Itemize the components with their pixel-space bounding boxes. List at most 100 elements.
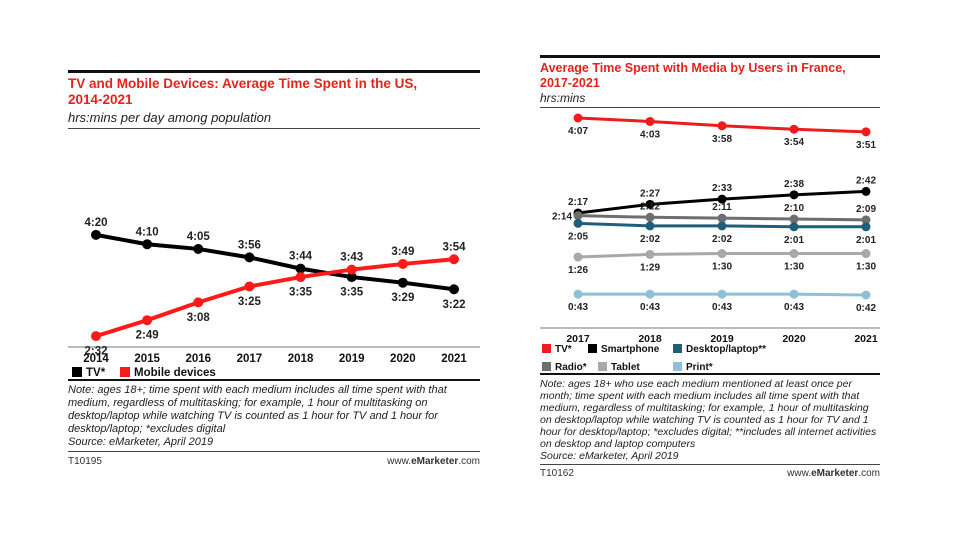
legend-swatch: [673, 344, 682, 353]
x-tick-label: 2014: [83, 353, 109, 365]
data-label: 3:35: [289, 287, 313, 299]
series-line-tv: [95, 232, 455, 292]
x-tick-label: 2019: [710, 333, 734, 345]
data-point: [193, 243, 204, 254]
data-point: [295, 272, 306, 283]
data-label: 2:27: [640, 188, 660, 199]
us-line-chart: 2014 2015 2016 2017 2018 2019 2020 2021 4:20 4:10…: [68, 217, 480, 379]
data-label: 2:01: [856, 235, 876, 246]
data-label: 3:49: [391, 246, 414, 258]
title-line-1: TV and Mobile Devices: Average Time Spen…: [68, 76, 418, 91]
data-point: [645, 249, 655, 259]
x-tick-label: 2020: [390, 353, 416, 365]
divider: [540, 464, 880, 465]
divider: [68, 379, 480, 381]
data-point: [645, 212, 655, 222]
top-bar: [540, 55, 880, 58]
data-label: 2:38: [784, 179, 804, 190]
legend-label: Mobile devices: [134, 367, 216, 379]
data-label: 2:42: [856, 175, 876, 186]
data-point: [717, 121, 727, 131]
x-tick-label: 2018: [288, 353, 314, 365]
data-point: [397, 258, 408, 269]
x-tick-label: 2015: [134, 353, 160, 365]
data-label: 0:42: [856, 303, 876, 314]
data-label: 3:43: [340, 252, 363, 264]
data-label: 1:29: [640, 262, 660, 273]
data-point: [397, 277, 408, 288]
chart-title: Average Time Spent with Media by Users i…: [540, 61, 880, 91]
data-point: [789, 124, 799, 134]
brand-suffix: .com: [458, 456, 480, 467]
title-line-2: 2017-2021: [540, 76, 600, 90]
data-point: [645, 289, 655, 299]
data-point: [91, 229, 101, 240]
title-line-2: 2014-2021: [68, 92, 133, 107]
data-point: [449, 284, 459, 295]
legend-swatch: [588, 344, 597, 353]
legend-swatch: [542, 362, 551, 371]
chart-footer: T10162 www.eMarketer.com: [540, 468, 880, 479]
data-label: 0:43: [568, 302, 588, 313]
data-point: [346, 272, 357, 283]
data-point: [789, 214, 799, 224]
data-point: [717, 194, 727, 204]
data-point: [295, 263, 306, 274]
x-tick-label: 2018: [638, 333, 662, 345]
data-point: [91, 331, 101, 342]
legend-label: Smartphone: [601, 344, 660, 355]
data-point: [244, 252, 255, 263]
x-tick-label: 2016: [185, 353, 211, 365]
data-label: 4:10: [136, 226, 159, 238]
data-label: 2:05: [568, 231, 588, 242]
data-point: [861, 249, 871, 259]
data-label: 2:33: [712, 183, 732, 194]
chart-subtitle: hrs:mins: [540, 91, 586, 105]
data-point: [717, 221, 727, 231]
brand-prefix: www.: [787, 468, 812, 479]
brand-name: eMarketer: [811, 468, 859, 479]
data-point: [861, 186, 871, 196]
data-point: [142, 315, 153, 326]
data-label: 3:54: [784, 137, 804, 148]
brand-prefix: www.: [387, 456, 412, 467]
data-point: [717, 213, 727, 223]
chart-footer: T10195 www.eMarketer.com: [68, 456, 480, 467]
legend-label: Radio*: [555, 362, 587, 373]
data-label: 2:14: [552, 212, 572, 223]
x-tick-label: 2017: [566, 333, 590, 345]
chart-code: T10162: [540, 468, 574, 479]
data-label: 0:43: [640, 302, 660, 313]
data-point: [861, 290, 871, 300]
brand-link[interactable]: www.eMarketer.com: [787, 468, 880, 479]
legend-label: TV*: [86, 367, 106, 379]
legend-swatch: [120, 367, 130, 377]
title-line-1: Average Time Spent with Media by Users i…: [540, 61, 846, 75]
data-point: [789, 289, 799, 299]
brand-suffix: .com: [858, 468, 880, 479]
data-point: [717, 249, 727, 259]
data-label: 2:49: [136, 330, 159, 342]
data-label: 4:03: [640, 129, 660, 140]
data-label: 3:54: [442, 241, 466, 253]
data-label: 2:32: [84, 346, 107, 358]
brand-link[interactable]: www.eMarketer.com: [387, 456, 480, 467]
data-label: 3:44: [289, 251, 313, 263]
data-label: 2:12: [640, 201, 660, 212]
legend-label: Desktop/laptop**: [686, 344, 766, 355]
chart-title: TV and Mobile Devices: Average Time Spen…: [68, 76, 480, 108]
data-label: 3:08: [187, 312, 211, 324]
data-point: [573, 289, 583, 299]
brand-name: eMarketer: [411, 456, 459, 467]
divider: [540, 107, 880, 108]
divider: [540, 373, 880, 375]
data-point: [346, 264, 357, 275]
data-label: 2:17: [568, 197, 588, 208]
data-point: [645, 221, 655, 231]
data-point: [861, 127, 871, 137]
chart-note: Note: ages 18+; time spent with each med…: [68, 384, 480, 449]
data-label: 4:05: [187, 231, 211, 243]
x-tick-label: 2017: [237, 353, 263, 365]
data-label: 1:30: [712, 262, 732, 273]
data-label: 3:51: [856, 140, 876, 151]
